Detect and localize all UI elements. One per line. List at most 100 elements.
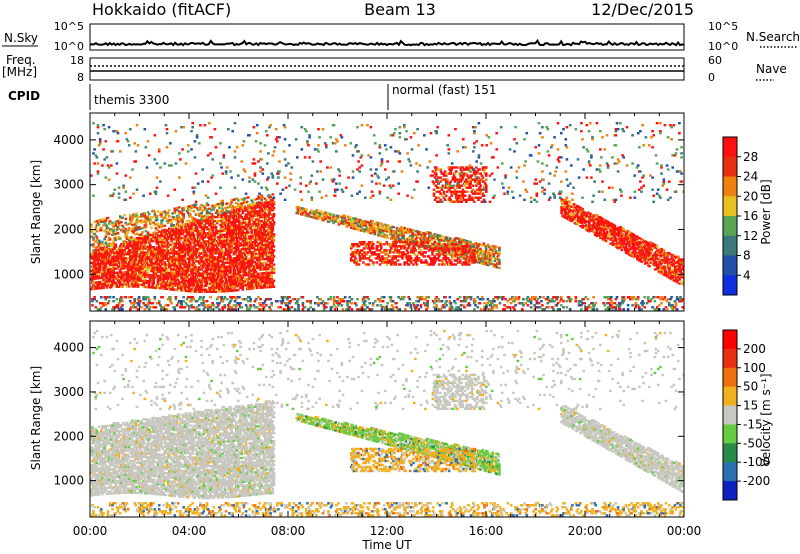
data-cell: [165, 239, 169, 242]
data-cell: [253, 238, 257, 242]
data-cell: [107, 272, 111, 275]
data-cell: [267, 203, 270, 206]
data-cell: [196, 242, 200, 245]
data-cell: [202, 230, 206, 233]
data-cell: [156, 280, 160, 284]
data-cell: [241, 264, 245, 267]
data-cell: [130, 214, 133, 217]
data-cell: [210, 209, 213, 212]
data-cell: [157, 244, 161, 247]
data-cell: [119, 245, 122, 248]
data-cell: [263, 209, 267, 212]
data-cell: [120, 255, 123, 258]
data-cell: [163, 241, 167, 244]
data-cell: [492, 253, 496, 256]
data-cell: [371, 245, 374, 248]
data-cell: [144, 267, 148, 270]
data-cell: [487, 263, 490, 267]
data-cell: [198, 240, 201, 243]
data-cell: [127, 269, 131, 272]
data-cell: [213, 282, 217, 285]
data-cell: [124, 283, 128, 286]
data-cell: [228, 243, 231, 246]
data-cell: [203, 208, 207, 212]
data-cell: [171, 278, 174, 281]
data-cell: [494, 249, 498, 253]
data-cell: [239, 242, 242, 245]
data-cell: [406, 247, 410, 250]
data-cell: [239, 282, 242, 285]
data-cell: [479, 247, 482, 250]
data-cell: [172, 268, 175, 271]
data-cell: [232, 257, 236, 260]
data-cell: [407, 245, 411, 248]
data-cell: [410, 242, 413, 246]
data-cell: [322, 217, 325, 220]
data-cell: [325, 213, 329, 217]
data-cell: [490, 260, 493, 264]
data-cell: [372, 247, 375, 250]
data-cell: [176, 258, 180, 262]
data-cell: [372, 263, 375, 266]
data-cell: [263, 225, 267, 228]
data-cell: [105, 225, 109, 228]
nsky-panel: [89, 23, 685, 51]
cpid-segment-2: normal (fast) 151: [392, 83, 496, 97]
data-cell: [336, 220, 340, 224]
data-cell: [175, 206, 179, 210]
data-cell: [271, 219, 275, 222]
data-cell: [250, 277, 253, 280]
data-cell: [259, 205, 262, 209]
data-cell: [184, 227, 188, 230]
data-cell: [464, 257, 468, 261]
data-cell: [243, 235, 247, 239]
data-cell: [221, 239, 224, 243]
data-cell: [240, 224, 243, 227]
data-cell: [140, 255, 143, 258]
data-cell: [444, 240, 448, 243]
data-cell: [125, 223, 129, 226]
data-cell: [367, 221, 371, 224]
data-cell: [152, 209, 155, 212]
data-cell: [386, 226, 390, 229]
data-cell: [234, 256, 238, 260]
data-cell: [417, 257, 421, 260]
data-cell: [144, 224, 148, 227]
data-cell: [159, 238, 162, 241]
data-cell: [159, 236, 162, 239]
data-cell: [343, 214, 346, 218]
data-cell: [387, 243, 391, 246]
data-cell: [403, 245, 406, 248]
data-cell: [417, 232, 421, 236]
data-cell: [272, 239, 276, 242]
data-cell: [268, 265, 271, 268]
data-cell: [103, 268, 106, 271]
data-cell: [186, 279, 190, 283]
data-cell: [328, 214, 332, 218]
data-cell: [179, 256, 182, 260]
data-cell: [150, 237, 153, 241]
data-cell: [380, 222, 383, 226]
data-cell: [211, 228, 214, 231]
data-cell: [180, 285, 183, 288]
data-cell: [406, 229, 410, 233]
data-cell: [271, 257, 275, 260]
data-cell: [102, 260, 105, 263]
data-cell: [214, 226, 218, 229]
data-cell: [234, 212, 238, 215]
data-cell: [347, 224, 351, 227]
data-cell: [104, 266, 108, 269]
data-cell: [402, 236, 405, 240]
data-cell: [94, 226, 98, 229]
data-cell: [200, 222, 203, 225]
data-cell: [313, 210, 316, 213]
data-cell: [126, 257, 130, 260]
data-cell: [125, 237, 129, 240]
data-cell: [215, 219, 219, 223]
data-cell: [146, 279, 150, 283]
data-cell: [93, 265, 96, 268]
data-cell: [254, 274, 258, 278]
data-cell: [127, 267, 131, 270]
data-cell: [218, 215, 221, 219]
data-cell: [412, 239, 415, 242]
